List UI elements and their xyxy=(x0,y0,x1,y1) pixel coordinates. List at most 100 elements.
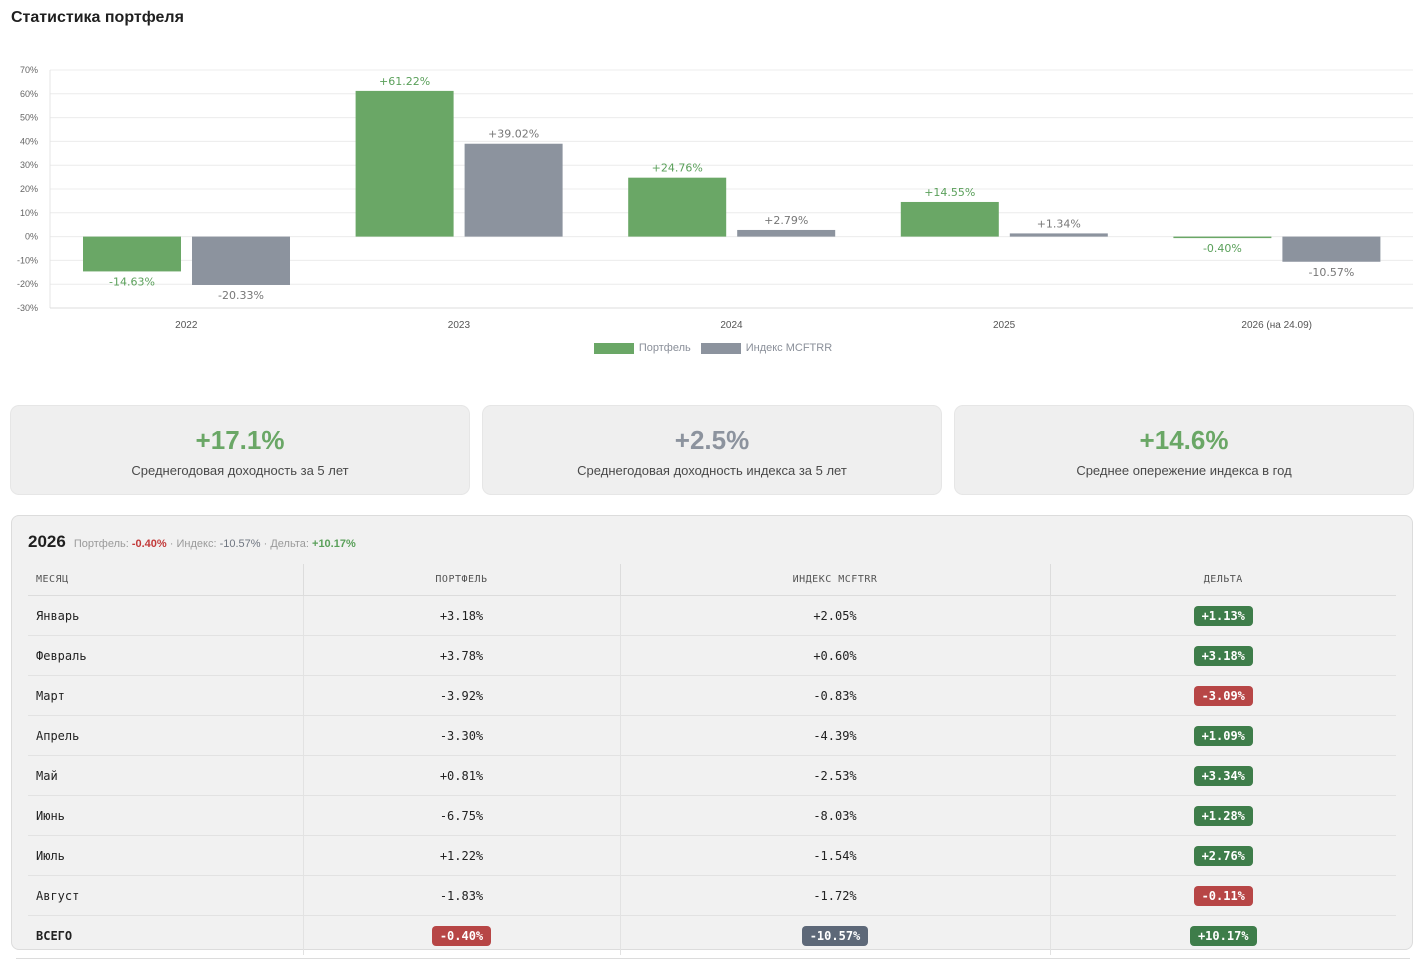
column-header-index[interactable]: ИНДЕКС MCFTRR xyxy=(620,564,1051,596)
stat-label: Среднегодовая доходность за 5 лет xyxy=(131,463,349,478)
portfolio-cell: -3.30% xyxy=(303,715,621,756)
delta-pill: +1.09% xyxy=(1193,725,1253,746)
chart-legend: Портфель Индекс MCFTRR xyxy=(0,342,1426,354)
data-label: +1.34% xyxy=(1037,217,1081,230)
delta-cell: +3.34% xyxy=(1050,755,1396,796)
y-tick-label: 50% xyxy=(20,113,38,123)
bar-index xyxy=(737,229,836,237)
data-label: +39.02% xyxy=(488,128,539,141)
delta-cell: +1.13% xyxy=(1050,595,1396,636)
index-cell: +2.05% xyxy=(620,595,1051,636)
year-summary: Портфель: -0.40% · Индекс: -10.57% · Дел… xyxy=(74,538,356,550)
summary-delta-value: +10.17% xyxy=(312,538,356,550)
data-label: -0.40% xyxy=(1203,242,1242,255)
legend-item-portfolio[interactable]: Портфель xyxy=(593,342,691,354)
total-label: ВСЕГО xyxy=(28,915,304,955)
portfolio-cell: -6.75% xyxy=(303,795,621,836)
stat-card-outperformance: +14.6% Среднее опережение индекса в год xyxy=(955,406,1413,494)
x-tick-label: 2024 xyxy=(720,320,743,331)
bar-portfolio xyxy=(1173,236,1272,239)
delta-pill: -3.09% xyxy=(1193,685,1253,706)
month-cell: Март xyxy=(28,675,304,716)
stat-label: Среднее опережение индекса в год xyxy=(1076,463,1292,478)
column-header-month[interactable]: МЕСЯЦ xyxy=(28,564,304,596)
returns-bar-chart: 70% 60% 50% 40% 30% 20% 10% 0% -10% -20% -30% 2022 -… xyxy=(17,65,1413,331)
portfolio-cell: +3.78% xyxy=(303,635,621,676)
stat-value: +14.6% xyxy=(1139,425,1229,455)
stat-label: Среднегодовая доходность индекса за 5 ле… xyxy=(577,463,847,478)
total-index-cell: -10.57% xyxy=(620,915,1051,955)
bar-index xyxy=(192,236,290,285)
month-cell: Август xyxy=(28,875,304,916)
data-label: +14.55% xyxy=(924,186,975,199)
delta-pill: +1.28% xyxy=(1193,805,1253,826)
y-tick-label: 60% xyxy=(20,89,38,99)
year-title: 2026 xyxy=(28,532,66,551)
y-tick-label: -30% xyxy=(17,303,38,313)
delta-cell: +2.76% xyxy=(1050,835,1396,876)
x-tick-label: 2025 xyxy=(993,320,1016,331)
data-label: +61.22% xyxy=(379,75,430,88)
summary-delta-label: Дельта: xyxy=(270,538,309,550)
total-index-pill: -10.57% xyxy=(801,925,869,946)
legend-label-portfolio: Портфель xyxy=(638,342,691,354)
summary-separator: · xyxy=(263,538,268,550)
column-header-delta[interactable]: ДЕЛЬТА xyxy=(1050,564,1396,596)
bar-index xyxy=(464,143,563,237)
bar-index xyxy=(1009,233,1108,237)
month-cell: Апрель xyxy=(28,715,304,756)
page-title: Статистика портфеля xyxy=(11,9,184,26)
next-panel-edge xyxy=(16,958,1410,959)
index-cell: -0.83% xyxy=(620,675,1051,716)
portfolio-cell: -3.92% xyxy=(303,675,621,716)
monthly-returns-table: МЕСЯЦ ПОРТФЕЛЬ ИНДЕКС MCFTRR ДЕЛЬТА Янва… xyxy=(28,564,1396,955)
month-cell: Июнь xyxy=(28,795,304,836)
month-cell: Май xyxy=(28,755,304,796)
table-row: Июль +1.22% -1.54% +2.76% xyxy=(28,835,1396,876)
delta-cell: -3.09% xyxy=(1050,675,1396,716)
y-tick-label: 0% xyxy=(25,232,38,242)
data-label: -20.33% xyxy=(218,289,264,302)
delta-cell: +1.09% xyxy=(1050,715,1396,756)
delta-cell: +1.28% xyxy=(1050,795,1396,836)
delta-pill: -0.11% xyxy=(1193,885,1253,906)
total-portfolio-cell: -0.40% xyxy=(303,915,621,955)
y-tick-label: 20% xyxy=(20,184,38,194)
bar-portfolio xyxy=(900,201,999,237)
portfolio-cell: +1.22% xyxy=(303,835,621,876)
bar-portfolio xyxy=(355,90,454,237)
column-header-portfolio[interactable]: ПОРТФЕЛЬ xyxy=(303,564,621,596)
y-tick-label: -20% xyxy=(17,279,38,289)
index-cell: +0.60% xyxy=(620,635,1051,676)
table-row: Апрель -3.30% -4.39% +1.09% xyxy=(28,715,1396,756)
index-cell: -8.03% xyxy=(620,795,1051,836)
data-label: -14.63% xyxy=(109,275,155,288)
total-portfolio-pill: -0.40% xyxy=(431,925,492,946)
bar-index xyxy=(1282,236,1381,262)
table-row: Май +0.81% -2.53% +3.34% xyxy=(28,755,1396,796)
y-tick-label: 30% xyxy=(20,160,38,170)
delta-pill: +2.76% xyxy=(1193,845,1253,866)
legend-swatch-index xyxy=(700,342,741,354)
summary-portfolio-label: Портфель: xyxy=(73,538,129,550)
index-cell: -1.72% xyxy=(620,875,1051,916)
portfolio-cell: -1.83% xyxy=(303,875,621,916)
x-tick-label: 2023 xyxy=(448,320,471,331)
data-label: +24.76% xyxy=(652,162,703,175)
table-row: Август -1.83% -1.72% -0.11% xyxy=(28,875,1396,916)
total-delta-cell: +10.17% xyxy=(1050,916,1396,956)
legend-item-index[interactable]: Индекс MCFTRR xyxy=(700,342,832,354)
x-tick-label: 2026 (на 24.09) xyxy=(1241,320,1312,331)
summary-index-label: Индекс: xyxy=(176,538,217,550)
bar-portfolio xyxy=(628,177,727,237)
delta-pill: +3.34% xyxy=(1193,765,1253,786)
table-header-row: МЕСЯЦ ПОРТФЕЛЬ ИНДЕКС MCFTRR ДЕЛЬТА xyxy=(28,564,1396,596)
summary-portfolio-value: -0.40% xyxy=(131,538,167,550)
y-tick-label: 40% xyxy=(20,136,38,146)
stat-value: +17.1% xyxy=(195,425,285,455)
bar-portfolio xyxy=(83,236,181,272)
y-tick-label: 70% xyxy=(20,65,38,75)
delta-cell: +3.18% xyxy=(1050,635,1396,676)
table-total-row: ВСЕГО -0.40% -10.57% +10.17% xyxy=(28,915,1396,956)
table-row: Февраль +3.78% +0.60% +3.18% xyxy=(28,635,1396,676)
